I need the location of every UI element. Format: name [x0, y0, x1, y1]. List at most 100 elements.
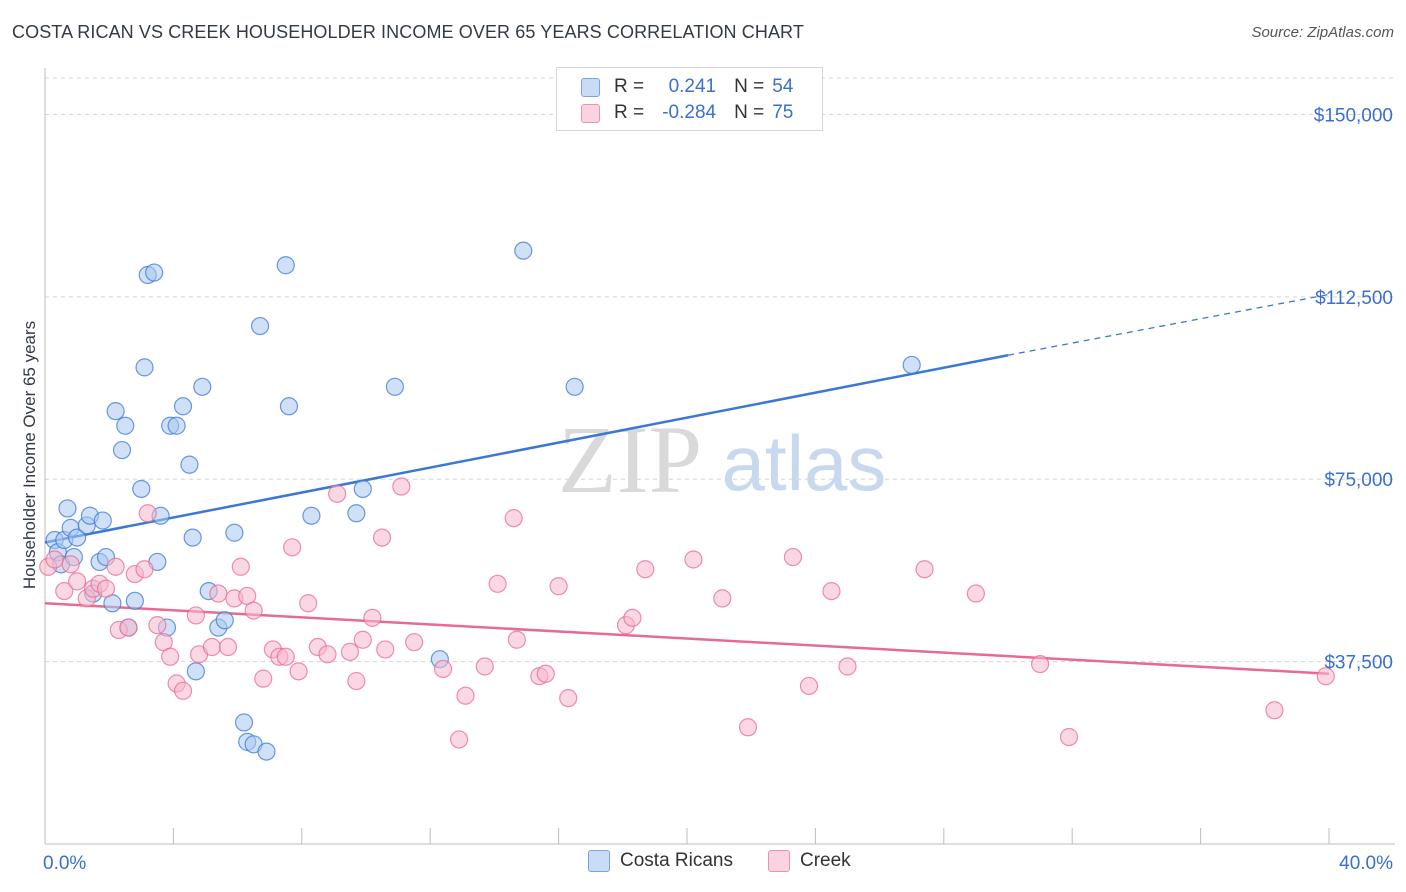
creek-point — [623, 608, 642, 627]
creek-point — [106, 557, 125, 576]
creek-point — [713, 589, 732, 608]
creek-point — [1316, 667, 1335, 686]
costa-rican-point — [234, 713, 254, 732]
watermark-zip: ZIP — [558, 406, 702, 513]
creek-point — [55, 581, 74, 601]
costa-rican-point — [302, 506, 321, 525]
y-tick-label: $150,000 — [1314, 105, 1393, 126]
creek-point — [507, 630, 526, 649]
creek-point — [559, 688, 578, 708]
creek-point — [328, 484, 347, 503]
costa-rican-point — [514, 241, 533, 260]
bottom-legend-swatch-costa-ricans — [588, 850, 610, 872]
creek-point — [456, 686, 475, 705]
costa-rican-point — [112, 440, 132, 460]
costa-rican-point — [167, 416, 186, 435]
x-tick-label-max: 40.0% — [1339, 853, 1393, 874]
creek-point — [138, 504, 157, 523]
bottom-legend-creek: Creek — [768, 850, 851, 872]
creek-point — [186, 606, 205, 625]
creek-point — [61, 555, 80, 574]
costa-rican-point — [106, 402, 125, 421]
creek-point — [119, 618, 138, 637]
creek-point — [276, 647, 295, 666]
creek-point — [218, 637, 238, 657]
legend-r-value: 0.241 — [668, 76, 717, 97]
creek-point — [340, 642, 360, 661]
creek-point — [799, 676, 819, 696]
creek-point — [173, 681, 193, 700]
creek-point — [392, 477, 411, 496]
legend-row-costa-ricans: R = 0.241 N = 54 — [581, 75, 793, 99]
creek-point — [1030, 654, 1050, 674]
costa-rican-point — [257, 742, 276, 761]
costa-rican-point — [565, 377, 584, 396]
data-points — [39, 241, 1335, 761]
trend-extension-costa-ricans — [1007, 293, 1330, 356]
x-tick-label-min: 0.0% — [43, 853, 86, 874]
creek-point — [738, 718, 758, 737]
costa-rican-point — [132, 479, 151, 499]
costa-rican-point — [225, 523, 244, 542]
legend-r-label: R = — [614, 76, 645, 97]
creek-point — [244, 601, 263, 620]
creek-point — [684, 550, 703, 569]
costa-rican-point — [353, 479, 372, 499]
y-tick-label: $75,000 — [1324, 470, 1393, 491]
correlation-legend: R = 0.241 N = 54 R = -0.284 N = 75 — [556, 67, 823, 131]
legend-r-value: -0.284 — [662, 102, 717, 123]
costa-rican-point — [135, 358, 154, 377]
creek-point — [488, 574, 507, 593]
creek-point — [372, 528, 392, 547]
creek-point — [783, 547, 803, 567]
costa-rican-point — [347, 504, 366, 523]
costa-rican-point — [93, 511, 112, 530]
bottom-legend-label-creek: Creek — [800, 850, 851, 871]
costa-rican-point — [183, 528, 202, 547]
creek-point — [347, 671, 366, 691]
y-tick-label: $112,500 — [1315, 288, 1393, 309]
creek-point — [231, 557, 250, 576]
creek-point — [1265, 701, 1284, 720]
creek-point — [289, 662, 308, 681]
legend-swatch-costa-ricans — [581, 77, 600, 97]
creek-point — [363, 608, 382, 627]
tick-labels: $37,500 $75,000 $112,500 $150,000 0.0% 40.0% — [43, 105, 1393, 874]
creek-point — [915, 560, 934, 579]
creek-point — [299, 594, 318, 613]
creek-point — [549, 577, 568, 596]
legend-row-creek: R = -0.284 N = 75 — [581, 101, 793, 125]
creek-point — [449, 730, 469, 749]
source-label: Source: ZipAtlas.com — [1251, 24, 1394, 41]
legend-n-label: N = — [734, 76, 765, 97]
costa-rican-point — [902, 355, 921, 375]
creek-point — [536, 664, 555, 683]
costa-rican-point — [116, 416, 135, 435]
costa-rican-point — [145, 263, 164, 282]
creek-point — [96, 579, 116, 598]
creek-point — [318, 645, 337, 664]
creek-point — [202, 637, 222, 657]
axes — [44, 68, 1395, 845]
creek-point — [636, 560, 655, 579]
legend-n-label: N = — [734, 102, 765, 123]
gridlines — [45, 77, 1395, 663]
chart-title: COSTA RICAN VS CREEK HOUSEHOLDER INCOME … — [12, 22, 804, 42]
costa-rican-point — [385, 377, 404, 396]
creek-point — [405, 633, 424, 652]
costa-rican-point — [215, 611, 234, 630]
creek-point — [475, 657, 494, 676]
costa-rican-point — [186, 662, 205, 681]
watermark-atlas: atlas — [722, 419, 887, 507]
creek-point — [353, 630, 372, 649]
costa-rican-point — [193, 377, 212, 396]
y-tick-label: $37,500 — [1324, 653, 1393, 674]
legend-r-label: R = — [614, 102, 645, 123]
costa-rican-point — [125, 591, 144, 610]
creek-point — [376, 640, 395, 659]
creek-point — [148, 616, 167, 635]
creek-point — [67, 572, 87, 591]
legend-n-value: 54 — [772, 76, 794, 97]
creek-point — [161, 647, 180, 666]
